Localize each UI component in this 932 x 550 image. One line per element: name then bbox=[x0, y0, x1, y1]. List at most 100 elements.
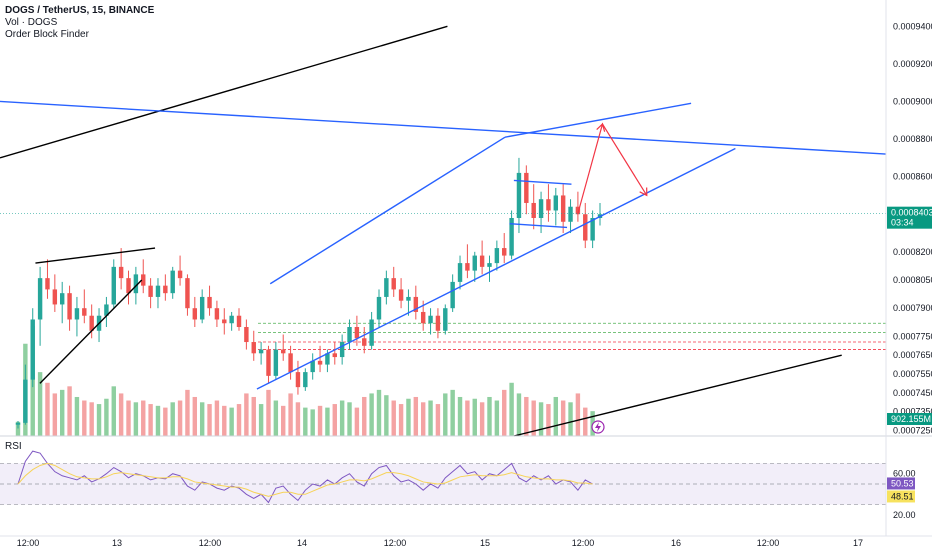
order-block-levels bbox=[258, 322, 886, 350]
volume-bar bbox=[37, 372, 43, 436]
volume-bar bbox=[472, 398, 477, 436]
candle-body bbox=[30, 319, 35, 380]
volume-bar bbox=[531, 400, 536, 436]
volume-bar bbox=[229, 407, 234, 436]
trendline bbox=[35, 247, 156, 264]
volume-bar bbox=[59, 389, 65, 436]
candle-body bbox=[479, 255, 485, 267]
volume-bar bbox=[546, 404, 551, 436]
time-tick-label: 12:00 bbox=[199, 538, 222, 548]
arrow-head bbox=[639, 187, 648, 197]
rsi-label: RSI bbox=[5, 441, 22, 452]
price-tick-label: 0.0008050 bbox=[893, 275, 932, 285]
candle-body bbox=[281, 349, 286, 354]
volume-bar bbox=[317, 405, 323, 436]
volume-bar bbox=[347, 402, 352, 436]
volume-bar bbox=[258, 404, 264, 436]
price-tick-label: 0.0009400 bbox=[893, 21, 932, 31]
price-tick-label: 0.0007650 bbox=[893, 350, 932, 360]
volume-bar bbox=[354, 407, 360, 436]
candle-body bbox=[560, 195, 566, 222]
volume-bars bbox=[15, 326, 595, 436]
candle-body bbox=[214, 308, 220, 320]
volume-bar bbox=[420, 402, 426, 436]
candle-body bbox=[104, 304, 109, 316]
candle-body bbox=[45, 278, 50, 290]
candle-body bbox=[288, 353, 293, 373]
candle-body bbox=[590, 218, 595, 241]
volume-bar bbox=[575, 393, 581, 436]
volume-bar bbox=[479, 402, 485, 436]
candle-body bbox=[450, 281, 455, 309]
trendline bbox=[504, 102, 692, 138]
candle-body bbox=[192, 308, 198, 320]
trendline bbox=[256, 147, 736, 390]
volume-bar bbox=[288, 393, 293, 436]
candle-body bbox=[251, 342, 256, 354]
volume-bar bbox=[568, 402, 573, 436]
candle-body bbox=[185, 278, 190, 309]
price-tick-label: 0.0007900 bbox=[893, 303, 932, 313]
volume-bar bbox=[67, 386, 72, 436]
candle-body bbox=[317, 360, 323, 365]
candle-body bbox=[141, 274, 146, 286]
volume-bar bbox=[487, 396, 492, 436]
candle-body bbox=[23, 379, 28, 423]
volume-bar bbox=[384, 395, 389, 436]
candle-body bbox=[199, 296, 205, 320]
time-tick-label: 12:00 bbox=[572, 538, 595, 548]
trendline bbox=[513, 354, 842, 437]
volume-bar bbox=[52, 393, 58, 436]
volume-bar bbox=[104, 398, 109, 436]
volume-bar bbox=[310, 409, 315, 436]
candle-body bbox=[472, 255, 477, 271]
lightning-icon bbox=[595, 422, 601, 432]
time-tick-label: 12:00 bbox=[384, 538, 407, 548]
volume-bar bbox=[509, 382, 514, 436]
candle-body bbox=[273, 349, 279, 376]
drawn-trendlines bbox=[0, 25, 887, 437]
volume-bar bbox=[502, 389, 507, 436]
candle-body bbox=[74, 308, 80, 320]
volume-bar bbox=[222, 405, 227, 436]
price-tick-label: 0.0008800 bbox=[893, 134, 932, 144]
volume-bar bbox=[428, 400, 433, 436]
candle-body bbox=[546, 199, 551, 211]
candle-body bbox=[391, 278, 396, 290]
volume-bar bbox=[376, 389, 382, 436]
candle-body bbox=[222, 319, 227, 324]
volume-bar bbox=[236, 404, 242, 436]
time-tick-label: 12:00 bbox=[17, 538, 40, 548]
candle-body bbox=[435, 315, 441, 331]
volume-bar bbox=[560, 400, 566, 436]
volume-bar bbox=[155, 405, 161, 436]
price-tick-label: 0.0007550 bbox=[893, 369, 932, 379]
rsi-badge bbox=[887, 477, 915, 490]
candle-body bbox=[15, 422, 21, 425]
time-tick-label: 12:00 bbox=[757, 538, 780, 548]
volume-bar bbox=[177, 400, 183, 436]
candle-body bbox=[516, 172, 522, 218]
price-badge bbox=[887, 206, 932, 229]
trendline bbox=[39, 279, 143, 384]
price-tick-label: 0.0007750 bbox=[893, 331, 932, 341]
time-tick-label: 15 bbox=[480, 538, 490, 548]
candle-body bbox=[310, 360, 315, 373]
volume-bar bbox=[494, 400, 500, 436]
volume-bar bbox=[450, 389, 455, 436]
countdown-label: 03:34 bbox=[891, 218, 914, 228]
volume-bar bbox=[74, 396, 80, 436]
volume-bar bbox=[325, 407, 330, 436]
candle-body bbox=[177, 270, 183, 279]
volume-bar bbox=[524, 396, 529, 436]
volume-bar bbox=[141, 400, 146, 436]
candle-body bbox=[236, 315, 242, 327]
volume-bar bbox=[207, 404, 212, 436]
price-tick-label: 0.0007350 bbox=[893, 407, 932, 417]
volume-bar bbox=[339, 400, 345, 436]
volume-bar bbox=[443, 393, 448, 436]
candle-body bbox=[413, 296, 419, 312]
candle-body bbox=[406, 296, 411, 301]
rsi-value-label: 50.53 bbox=[891, 478, 914, 488]
